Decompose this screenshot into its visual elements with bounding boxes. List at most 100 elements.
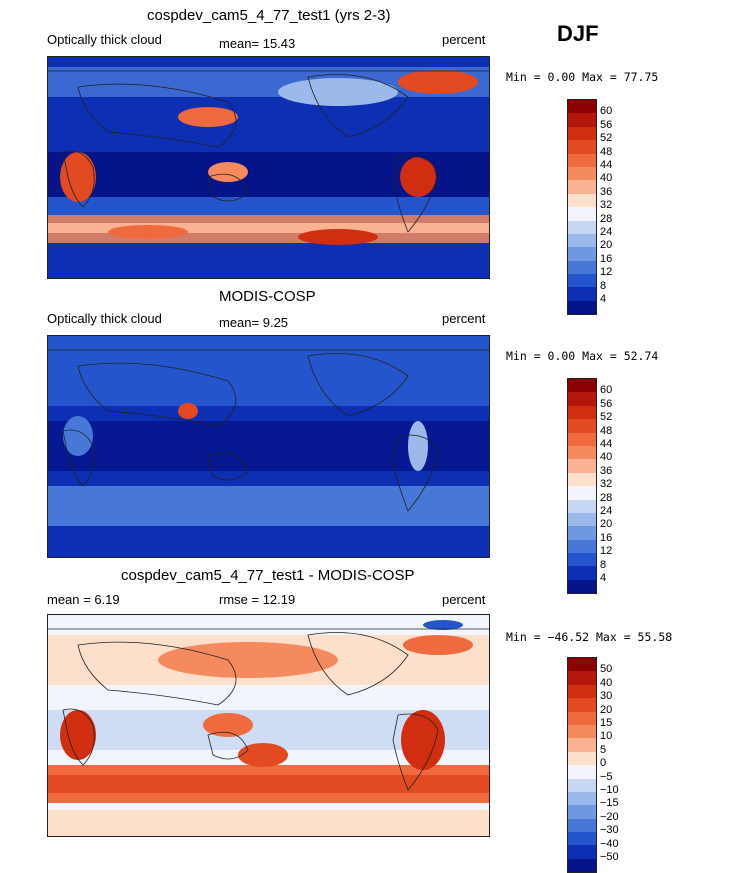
colorbar-swatch <box>568 671 596 685</box>
colorbar-level-label: −40 <box>600 837 619 850</box>
colorbar-level-label: 56 <box>600 118 613 131</box>
colorbar-level-label: 5 <box>600 743 607 756</box>
colorbar-level-label: 56 <box>600 397 613 410</box>
colorbar-swatch <box>568 791 596 806</box>
colorbar-swatch <box>568 765 596 779</box>
panel3-units: percent <box>442 592 486 607</box>
colorbar-level-label: 30 <box>600 690 613 703</box>
colorbar-swatch <box>568 566 596 580</box>
colorbar-level-label: 40 <box>600 451 613 464</box>
colorbar-swatch <box>568 220 596 234</box>
colorbar-level-label: 8 <box>600 558 607 571</box>
colorbar-level-label: 12 <box>600 266 613 279</box>
panel1-variable-label: Optically thick cloud <box>47 32 162 47</box>
colorbar-swatch <box>568 724 596 739</box>
panel1-colorbar <box>567 99 597 316</box>
colorbar-level-label: 36 <box>600 464 613 477</box>
colorbar-swatch <box>568 287 596 301</box>
colorbar-level-label: 8 <box>600 279 607 292</box>
colorbar-swatch <box>568 166 596 181</box>
colorbar-swatch <box>568 379 596 393</box>
colorbar-swatch <box>568 100 596 114</box>
colorbar-swatch <box>568 805 596 819</box>
panel1-minmax: Min = 0.00 Max = 77.75 <box>506 70 659 84</box>
colorbar-swatch <box>568 832 596 846</box>
colorbar-swatch <box>568 738 596 752</box>
colorbar-level-label: 50 <box>600 663 613 676</box>
colorbar-swatch <box>568 499 596 513</box>
colorbar-swatch <box>568 698 596 712</box>
colorbar-swatch <box>568 419 596 433</box>
panel3-colorbar <box>567 657 597 873</box>
colorbar-level-label: 16 <box>600 531 613 544</box>
colorbar-swatch <box>568 472 596 487</box>
colorbar-level-label: 60 <box>600 105 613 118</box>
colorbar-swatch <box>568 193 596 208</box>
colorbar-level-label: 52 <box>600 411 613 424</box>
panel1-units: percent <box>442 32 486 47</box>
colorbar-swatch <box>568 300 596 315</box>
colorbar-swatch <box>568 486 596 500</box>
colorbar-level-label: 44 <box>600 438 613 450</box>
colorbar-swatch <box>568 512 596 527</box>
colorbar-level-label: −10 <box>600 784 619 796</box>
colorbar-level-label: 28 <box>600 212 613 225</box>
colorbar-level-label: 32 <box>600 199 613 212</box>
colorbar-swatch <box>568 459 596 473</box>
colorbar-swatch <box>568 658 596 672</box>
panel1-map <box>47 56 490 279</box>
colorbar-level-label: 40 <box>600 172 613 185</box>
colorbar-level-label: −30 <box>600 824 619 837</box>
colorbar-level-label: 40 <box>600 676 613 689</box>
colorbar-swatch <box>568 858 596 873</box>
colorbar-swatch <box>568 778 596 792</box>
colorbar-swatch <box>568 432 596 446</box>
colorbar-swatch <box>568 445 596 460</box>
colorbar-swatch <box>568 579 596 594</box>
colorbar-level-label: 4 <box>600 293 607 305</box>
colorbar-level-label: 20 <box>600 518 613 531</box>
panel2-mean: mean= 9.25 <box>219 315 289 330</box>
colorbar-swatch <box>568 113 596 127</box>
colorbar-swatch <box>568 126 596 141</box>
colorbar-swatch <box>568 180 596 194</box>
panel3-minmax: Min = −46.52 Max = 55.58 <box>506 630 673 644</box>
colorbar-level-label: 16 <box>600 252 613 265</box>
colorbar-level-label: 32 <box>600 478 613 491</box>
colorbar-level-label: 48 <box>600 145 613 158</box>
colorbar-level-label: 52 <box>600 132 613 145</box>
colorbar-swatch <box>568 539 596 554</box>
colorbar-level-label: 44 <box>600 159 613 171</box>
colorbar-swatch <box>568 751 596 766</box>
colorbar-swatch <box>568 392 596 406</box>
panel1-title: cospdev_cam5_4_77_test1 (yrs 2-3) <box>147 7 391 24</box>
panel2-minmax: Min = 0.00 Max = 52.74 <box>506 349 659 363</box>
panel3-title: cospdev_cam5_4_77_test1 - MODIS-COSP <box>121 567 415 584</box>
colorbar-level-label: −20 <box>600 810 619 823</box>
colorbar-level-label: 36 <box>600 185 613 198</box>
colorbar-level-label: 60 <box>600 384 613 397</box>
colorbar-swatch <box>568 553 596 567</box>
colorbar-level-label: 24 <box>600 505 613 517</box>
colorbar-swatch <box>568 684 596 699</box>
colorbar-swatch <box>568 260 596 275</box>
colorbar-swatch <box>568 233 596 248</box>
colorbar-level-label: 10 <box>600 730 613 743</box>
colorbar-swatch <box>568 153 596 167</box>
season-label: DJF <box>557 21 599 46</box>
panel3-map <box>47 614 490 837</box>
colorbar-swatch <box>568 274 596 288</box>
colorbar-swatch <box>568 405 596 420</box>
panel2-title: MODIS-COSP <box>219 288 316 305</box>
colorbar-swatch <box>568 140 596 154</box>
colorbar-level-label: 48 <box>600 424 613 437</box>
colorbar-swatch <box>568 207 596 221</box>
colorbar-swatch <box>568 247 596 261</box>
colorbar-level-label: 20 <box>600 239 613 252</box>
panel2-units: percent <box>442 311 486 326</box>
panel1-mean: mean= 15.43 <box>219 36 296 51</box>
panel3-rmse: rmse = 12.19 <box>219 592 296 607</box>
panel2-variable-label: Optically thick cloud <box>47 311 162 326</box>
panel2-colorbar <box>567 378 597 595</box>
colorbar-level-label: 12 <box>600 545 613 558</box>
